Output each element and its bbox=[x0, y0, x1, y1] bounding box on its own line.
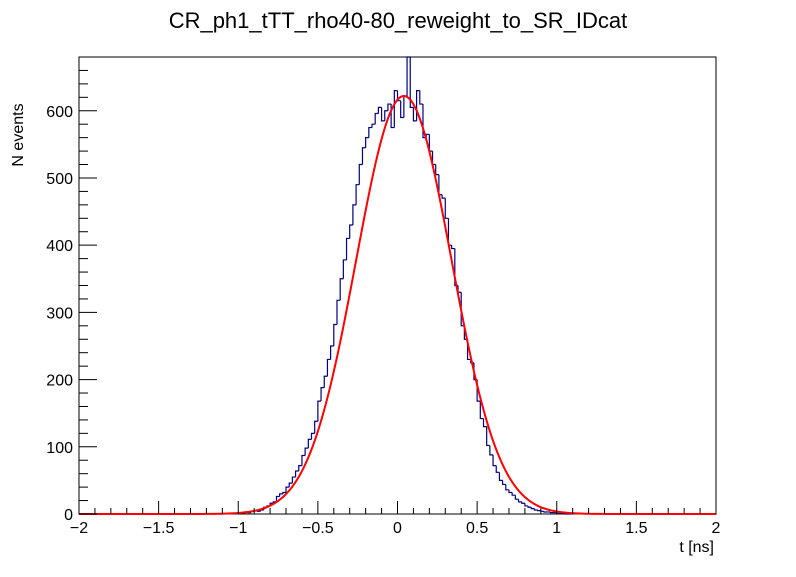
x-tick-label: 1 bbox=[552, 520, 561, 537]
histogram-bin bbox=[435, 164, 439, 176]
histogram-bin bbox=[345, 237, 350, 260]
x-tick-label: −1.5 bbox=[143, 520, 175, 537]
histogram-bin bbox=[412, 107, 417, 122]
histogram-bin bbox=[498, 472, 503, 481]
histogram-bin bbox=[517, 499, 522, 503]
plot-frame bbox=[78, 56, 717, 515]
histogram-bin bbox=[524, 503, 529, 507]
histogram-bin bbox=[502, 480, 506, 486]
histogram-bin bbox=[495, 465, 500, 473]
histogram-bin bbox=[307, 438, 312, 449]
histogram-bin bbox=[317, 400, 322, 422]
histogram-bin bbox=[409, 57, 414, 108]
histogram-bin bbox=[342, 259, 347, 279]
histogram-bin bbox=[371, 123, 376, 128]
histogram-bin bbox=[514, 495, 519, 500]
histogram-bin bbox=[508, 489, 513, 494]
x-tick-label: 0 bbox=[393, 520, 402, 537]
histogram-bin bbox=[310, 432, 315, 440]
histogram-bin bbox=[358, 163, 363, 185]
histogram-bin bbox=[527, 505, 532, 508]
histogram-bin bbox=[326, 358, 331, 377]
histogram-bin bbox=[486, 426, 490, 447]
histogram-bin bbox=[365, 137, 369, 148]
histogram-layer bbox=[237, 56, 573, 515]
histogram-bin bbox=[428, 134, 433, 152]
histogram-bin bbox=[403, 95, 408, 118]
histogram-bin bbox=[530, 507, 535, 510]
histogram-bin bbox=[406, 56, 411, 96]
histogram-bin bbox=[298, 465, 302, 471]
histogram-bin bbox=[393, 90, 398, 128]
histogram-bin bbox=[285, 486, 290, 493]
y-axis-title: N events bbox=[10, 103, 27, 166]
histogram-bin bbox=[291, 476, 296, 484]
histogram-bin bbox=[549, 511, 554, 514]
histogram-bin bbox=[377, 106, 382, 114]
histogram-bin bbox=[444, 198, 449, 219]
chart-title: CR_ph1_tTT_rho40-80_reweight_to_SR_IDcat bbox=[169, 8, 628, 33]
histogram-bin bbox=[294, 470, 299, 478]
histogram-bin bbox=[451, 245, 455, 250]
histogram-bin bbox=[275, 495, 280, 502]
histogram-bin bbox=[479, 401, 484, 420]
histogram-bin bbox=[374, 112, 379, 125]
histogram-bin bbox=[304, 447, 309, 456]
histogram-bin bbox=[333, 323, 337, 346]
histogram-bin bbox=[387, 103, 392, 111]
x-tick-label: 1.5 bbox=[625, 520, 647, 537]
histogram-bin bbox=[537, 509, 541, 512]
histogram-bin bbox=[336, 299, 341, 325]
axes-layer: −2 −1.5 −1 −0.5 0 0.5 1 1.5 2 0 100 200 300 400 500 600 bbox=[46, 56, 721, 537]
y-tick-label: 100 bbox=[46, 440, 73, 457]
histogram-bin bbox=[355, 184, 360, 205]
y-tick-label: 200 bbox=[46, 373, 73, 390]
histogram-bin bbox=[543, 511, 548, 513]
histogram-bin bbox=[339, 278, 344, 301]
y-tick-label: 500 bbox=[46, 171, 73, 188]
histogram-bin bbox=[505, 484, 509, 491]
histogram-bin bbox=[441, 194, 446, 199]
x-axis-title: t [ns] bbox=[679, 539, 714, 556]
histogram-bin bbox=[320, 387, 325, 402]
fit-curve bbox=[79, 94, 716, 515]
histogram-bin bbox=[438, 174, 443, 196]
x-tick-label: 2 bbox=[712, 520, 721, 537]
histogram-bin bbox=[301, 454, 306, 466]
histogram-bin bbox=[282, 491, 287, 494]
histogram-bin bbox=[330, 345, 334, 360]
histogram-bin bbox=[521, 501, 525, 504]
histogram-bin bbox=[380, 107, 385, 122]
y-tick-label: 600 bbox=[46, 104, 73, 121]
histogram-bin bbox=[492, 454, 497, 467]
x-tick-label: −2 bbox=[70, 520, 88, 537]
histogram-bin bbox=[368, 126, 373, 138]
histogram-bin bbox=[489, 445, 494, 456]
histogram-bin bbox=[457, 285, 462, 293]
y-tick-label: 300 bbox=[46, 305, 73, 322]
histogram-bin bbox=[279, 493, 283, 497]
histogram-bin bbox=[349, 224, 353, 239]
histogram-bin bbox=[288, 482, 293, 488]
histogram-bin bbox=[511, 492, 516, 496]
y-tick-label: 0 bbox=[64, 507, 73, 524]
histogram-bin bbox=[400, 100, 404, 119]
x-tick-label: 0.5 bbox=[466, 520, 488, 537]
histogram-bin bbox=[361, 147, 366, 165]
x-tick-label: −1 bbox=[229, 520, 247, 537]
histogram-bin bbox=[352, 204, 357, 226]
x-tick-label: −0.5 bbox=[302, 520, 334, 537]
histogram-bin bbox=[323, 375, 328, 388]
histogram-bin bbox=[314, 420, 318, 434]
histogram-bin bbox=[419, 90, 423, 105]
histogram-bin bbox=[384, 110, 388, 121]
fit-layer bbox=[79, 94, 716, 515]
histogram-bin bbox=[482, 418, 487, 428]
y-tick-label: 400 bbox=[46, 238, 73, 255]
histogram-bin bbox=[533, 508, 538, 511]
